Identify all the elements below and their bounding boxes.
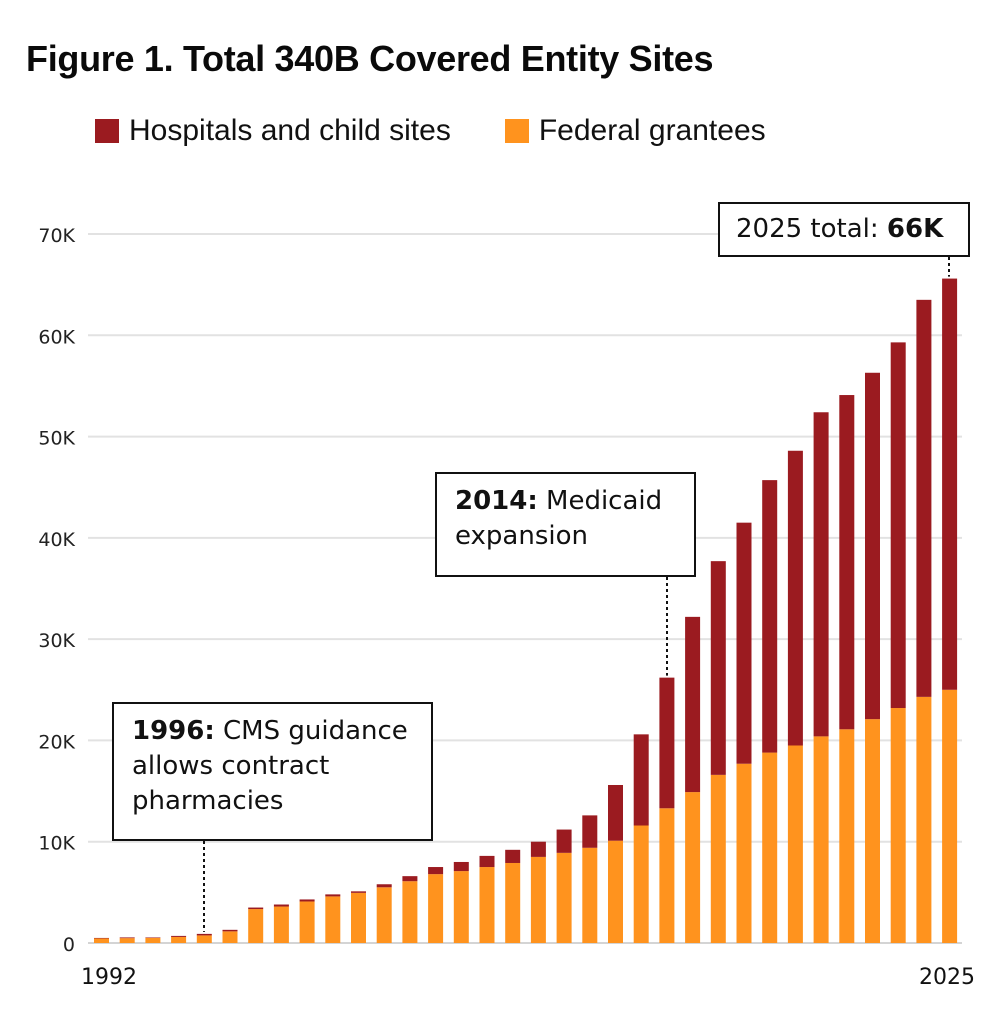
bar-federal-grantees-1995 [171, 936, 187, 943]
bar-federal-grantees-1994 [145, 937, 161, 943]
annotation-2014-year: 2014: [455, 486, 538, 516]
bar-federal-grantees-2000 [299, 901, 315, 943]
bar-hospitals-2015 [685, 616, 701, 793]
x-axis-ticks: 1992 2025 [81, 965, 975, 990]
bar-hospitals-1997 [222, 929, 238, 932]
bar-hospitals-2005 [428, 867, 444, 875]
bar-federal-grantees-1992 [94, 938, 109, 943]
bar-federal-grantees-2006 [453, 871, 469, 943]
bar-hospitals-2021 [839, 395, 855, 730]
bar-federal-grantees-2004 [402, 881, 418, 943]
bar-federal-grantees-2002 [351, 892, 366, 943]
annotation-1996: 1996: CMS guidance allows contract pharm… [112, 702, 433, 841]
bar-hospitals-2025 [942, 278, 958, 690]
bar-federal-grantees-2024 [916, 696, 932, 943]
bar-hospitals-1994 [145, 937, 161, 938]
bar-hospitals-1996 [196, 933, 212, 936]
bar-hospitals-2013 [633, 734, 649, 826]
y-tick-label-70K: 70K [38, 225, 75, 247]
bar-hospitals-2012 [608, 784, 623, 841]
y-axis-ticks: 0 10K 20K 30K 40K 50K 60K 70K [38, 225, 75, 956]
bar-hospitals-2009 [530, 841, 546, 857]
annotation-2025-prefix: 2025 total: [736, 214, 887, 244]
y-tick-label-10K: 10K [38, 833, 75, 855]
bar-hospitals-2023 [890, 342, 906, 709]
bar-federal-grantees-2010 [556, 852, 572, 943]
bar-hospitals-2014 [659, 677, 675, 809]
bar-federal-grantees-2019 [787, 745, 803, 943]
bar-federal-grantees-2021 [839, 729, 855, 943]
bar-federal-grantees-2013 [633, 825, 649, 943]
bar-hospitals-2016 [710, 561, 726, 775]
bar-federal-grantees-2008 [505, 862, 521, 943]
bar-federal-grantees-2003 [376, 887, 392, 943]
bar-federal-grantees-2025 [942, 689, 958, 943]
bar-hospitals-2018 [762, 480, 778, 753]
bar-federal-grantees-2009 [530, 856, 546, 943]
legend: Hospitals and child sites Federal grante… [95, 114, 820, 148]
bar-hospitals-1992 [94, 937, 109, 939]
bar-federal-grantees-2014 [659, 808, 675, 943]
bar-federal-grantees-2017 [736, 763, 752, 943]
bar-federal-grantees-2015 [685, 792, 701, 943]
bar-hospitals-1999 [273, 904, 289, 907]
annotation-leaders [203, 257, 950, 932]
legend-label-federal-grantees: Federal grantees [538, 114, 766, 147]
y-tick-label-30K: 30K [38, 630, 75, 652]
legend-item-hospitals: Hospitals and child sites [95, 114, 451, 148]
annotation-2025-total: 2025 total: 66K [718, 202, 970, 257]
annotation-1996-text: CMS guidance allows contract pharmacies [132, 716, 408, 816]
bar-federal-grantees-2012 [608, 840, 623, 943]
bar-federal-grantees-2011 [582, 847, 598, 943]
bar-hospitals-1998 [248, 907, 264, 910]
bar-hospitals-2000 [299, 899, 315, 902]
bar-hospitals-2001 [325, 894, 341, 897]
y-tick-label-20K: 20K [38, 731, 75, 753]
y-tick-label-50K: 50K [38, 428, 75, 450]
legend-label-hospitals: Hospitals and child sites [129, 114, 451, 147]
y-tick-label-40K: 40K [38, 529, 75, 551]
bar-hospitals-2008 [505, 849, 521, 863]
legend-swatch-hospitals [95, 119, 119, 143]
bar-federal-grantees-2020 [813, 736, 829, 943]
bar-federal-grantees-1999 [273, 906, 289, 943]
bar-hospitals-2010 [556, 829, 572, 853]
bar-hospitals-2017 [736, 522, 752, 764]
bar-hospitals-2022 [865, 372, 880, 720]
y-tick-label-60K: 60K [38, 326, 75, 348]
bar-federal-grantees-2023 [890, 708, 906, 943]
bar-hospitals-2007 [479, 855, 495, 868]
bar-hospitals-2003 [376, 884, 392, 888]
bar-federal-grantees-1996 [196, 935, 212, 943]
bar-federal-grantees-2005 [428, 874, 444, 943]
bar-hospitals-1995 [171, 935, 187, 937]
bar-federal-grantees-1997 [222, 931, 238, 943]
annotation-2014-text: Medicaid expansion [455, 486, 663, 551]
chart-title: Figure 1. Total 340B Covered Entity Site… [26, 38, 714, 79]
bar-federal-grantees-1993 [119, 938, 135, 943]
annotation-2025-value: 66K [886, 214, 944, 244]
legend-item-federal-grantees: Federal grantees [504, 114, 766, 148]
bar-hospitals-2020 [813, 412, 829, 737]
bar-federal-grantees-2018 [762, 752, 778, 943]
bar-federal-grantees-2007 [479, 867, 495, 943]
x-tick-label-first: 1992 [81, 965, 137, 990]
annotation-1996-year: 1996: [132, 716, 215, 746]
bar-federal-grantees-2001 [325, 896, 341, 943]
bars [94, 278, 958, 943]
bar-hospitals-2024 [916, 299, 932, 697]
bar-federal-grantees-2022 [865, 719, 880, 943]
x-tick-label-last: 2025 [919, 965, 975, 990]
bar-federal-grantees-2016 [710, 774, 726, 943]
bar-federal-grantees-1998 [248, 909, 264, 943]
bar-hospitals-2004 [402, 876, 418, 882]
bar-hospitals-2019 [787, 450, 803, 746]
legend-swatch-federal-grantees [504, 119, 529, 143]
annotation-2014: 2014: Medicaid expansion [435, 472, 696, 577]
y-tick-label-0: 0 [63, 934, 75, 956]
bar-hospitals-2006 [453, 861, 469, 872]
bar-hospitals-1993 [119, 937, 135, 939]
bar-hospitals-2002 [351, 891, 366, 893]
bar-hospitals-2011 [582, 815, 598, 848]
